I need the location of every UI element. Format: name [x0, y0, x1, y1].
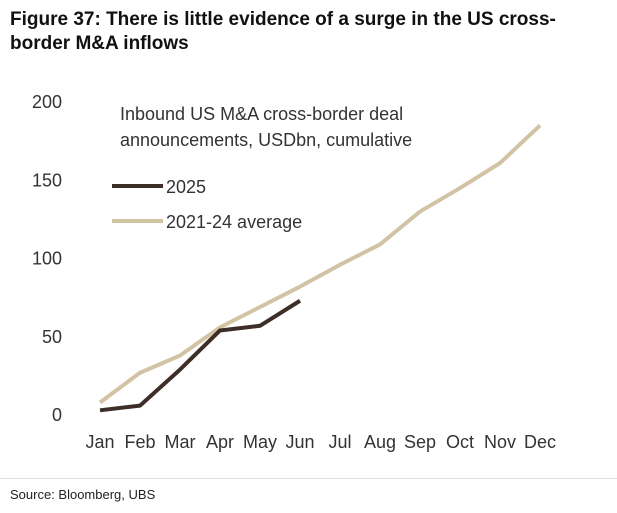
x-tick-label: Jun [285, 432, 314, 452]
line-chart: 0 50 100 150 200 Jan Feb Mar Apr May Jun Jul Aug Sep O… [32, 92, 556, 452]
y-tick-label: 150 [32, 170, 62, 190]
legend-label: 2025 [166, 177, 206, 197]
x-tick-label: May [243, 432, 277, 452]
legend-label: 2021-24 average [166, 212, 302, 232]
y-tick-label: 50 [42, 327, 62, 347]
chart-subtitle: Inbound US M&A cross-border deal [120, 104, 403, 124]
figure-title: Figure 37: There is little evidence of a… [10, 9, 556, 54]
x-tick-label: Dec [524, 432, 556, 452]
y-tick-label: 100 [32, 249, 62, 269]
x-tick-label: Mar [165, 432, 196, 452]
source-note: Source: Bloomberg, UBS [10, 487, 156, 502]
chart-subtitle: announcements, USDbn, cumulative [120, 130, 412, 150]
x-tick-label: Jul [328, 432, 351, 452]
x-tick-label: Aug [364, 432, 396, 452]
series-line-2025 [99, 299, 302, 413]
x-tick-label: Oct [446, 432, 474, 452]
x-tick-label: Nov [484, 432, 516, 452]
x-tick-label: Jan [85, 432, 114, 452]
series-line-2021-24-average [98, 124, 542, 405]
y-tick-label: 200 [32, 92, 62, 112]
x-tick-label: Sep [404, 432, 436, 452]
divider [0, 478, 617, 479]
y-tick-label: 0 [52, 405, 62, 425]
x-tick-label: Feb [124, 432, 155, 452]
x-tick-label: Apr [206, 432, 234, 452]
